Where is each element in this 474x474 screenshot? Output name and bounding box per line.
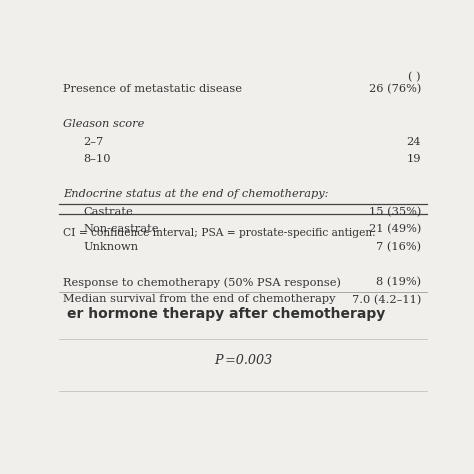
Text: ( ): ( ) [409,72,421,82]
Text: 7.0 (4.2–11): 7.0 (4.2–11) [352,294,421,305]
Text: Gleason score: Gleason score [63,119,144,129]
Text: 8 (19%): 8 (19%) [376,277,421,287]
Text: 15 (35%): 15 (35%) [369,207,421,217]
Text: Castrate: Castrate [83,207,133,217]
Text: Median survival from the end of chemotherapy: Median survival from the end of chemothe… [63,294,336,304]
Text: 2–7: 2–7 [83,137,103,147]
Text: CI = confidence interval; PSA = prostate-specific antigen.: CI = confidence interval; PSA = prostate… [63,228,375,238]
Text: 21 (49%): 21 (49%) [369,224,421,235]
Text: 8–10: 8–10 [83,155,110,164]
Text: Response to chemotherapy (50% PSA response): Response to chemotherapy (50% PSA respon… [63,277,341,288]
Text: 7 (16%): 7 (16%) [376,242,421,252]
Text: P =0.003: P =0.003 [214,355,272,367]
Text: Non-castrate: Non-castrate [83,224,159,235]
Text: Unknown: Unknown [83,242,138,252]
Text: Endocrine status at the end of chemotherapy:: Endocrine status at the end of chemother… [63,190,328,200]
Text: 19: 19 [407,155,421,164]
Text: er hormone therapy after chemotherapy: er hormone therapy after chemotherapy [66,307,385,321]
Text: Presence of metastatic disease: Presence of metastatic disease [63,84,242,94]
Text: 26 (76%): 26 (76%) [369,84,421,95]
Text: 24: 24 [407,137,421,147]
